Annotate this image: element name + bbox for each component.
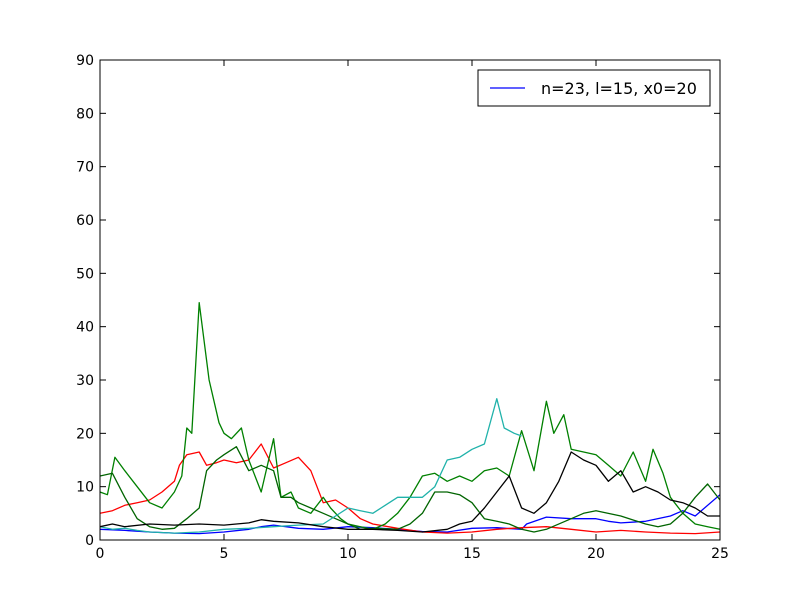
y-tick-label: 30 <box>76 373 94 389</box>
x-tick-label: 10 <box>339 546 357 562</box>
plot-series-group <box>100 302 720 535</box>
series-line-5 <box>100 398 522 534</box>
series-line-3 <box>100 302 720 530</box>
x-tick-label: 5 <box>220 546 229 562</box>
y-tick-label: 10 <box>76 480 94 496</box>
y-tick-label: 20 <box>76 426 94 442</box>
x-tick-label: 0 <box>96 546 105 562</box>
y-tick-label: 0 <box>85 533 94 549</box>
axis-ticks-group <box>99 59 721 541</box>
series-line-2 <box>100 443 720 535</box>
x-tick-label: 25 <box>711 546 729 562</box>
y-tick-label: 40 <box>76 320 94 336</box>
y-tick-label: 80 <box>76 106 94 122</box>
x-tick-label: 15 <box>463 546 481 562</box>
legend: n=23, l=15, x0=20 <box>477 69 711 107</box>
series-line-6 <box>100 451 720 533</box>
axis-tick-labels-group: 0 5 10 15 20 25 0 10 20 30 40 50 60 70 80 90 <box>76 53 729 562</box>
y-tick-label: 50 <box>76 266 94 282</box>
y-tick-label: 70 <box>76 160 94 176</box>
y-tick-label: 60 <box>76 213 94 229</box>
y-tick-label: 90 <box>76 53 94 69</box>
legend-label: n=23, l=15, x0=20 <box>541 79 697 98</box>
plot-frame <box>99 59 721 541</box>
x-tick-label: 20 <box>587 546 605 562</box>
series-line-1 <box>100 494 720 535</box>
series-line-4 <box>100 446 720 533</box>
